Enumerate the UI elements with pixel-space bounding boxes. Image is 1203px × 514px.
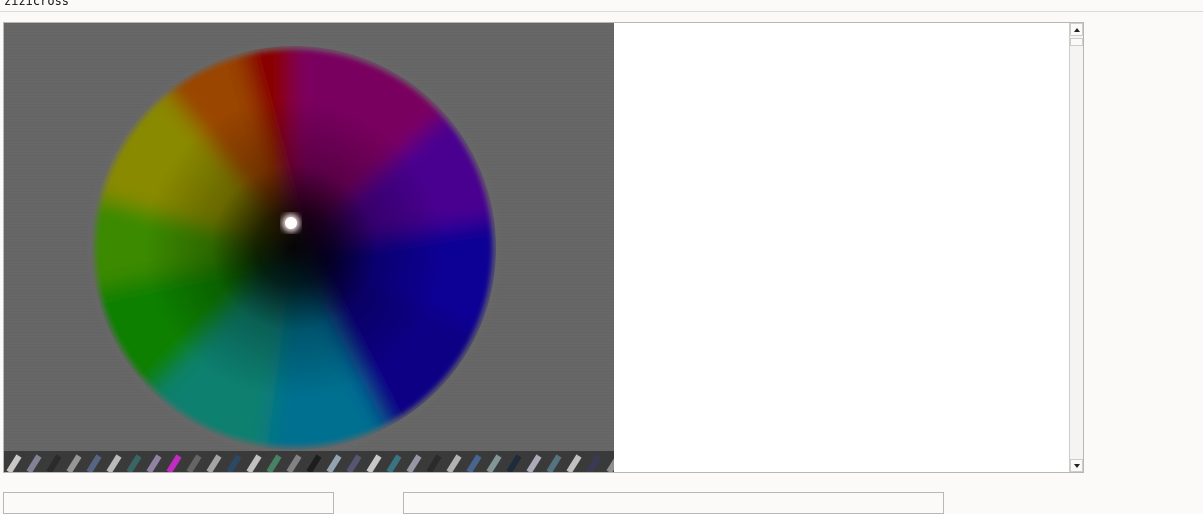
- vertical-scrollbar[interactable]: [1069, 23, 1083, 472]
- scroll-down-arrow-icon: [1074, 464, 1080, 468]
- window-title: zizicross: [4, 0, 70, 8]
- bottom-right-panel[interactable]: [403, 492, 944, 514]
- scroll-up-arrow-icon: [1074, 28, 1080, 32]
- image-viewer-panel[interactable]: [3, 22, 1084, 473]
- scroll-up-button[interactable]: [1070, 23, 1083, 36]
- color-wheel-image-icon: [4, 23, 614, 472]
- scroll-thumb[interactable]: [1070, 38, 1083, 46]
- bottom-left-panel[interactable]: [3, 492, 334, 514]
- title-bar: zizicross: [0, 0, 1203, 12]
- scroll-down-button[interactable]: [1070, 459, 1083, 472]
